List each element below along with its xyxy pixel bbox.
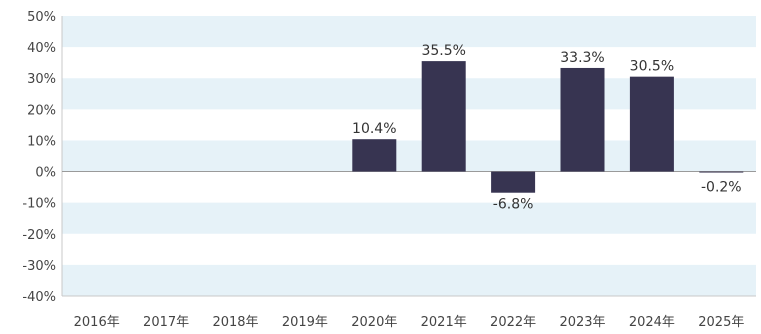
x-tick-label: 2021年: [421, 315, 467, 330]
bar: [352, 139, 397, 172]
x-tick-label: 2022年: [490, 315, 536, 330]
grid-band: [62, 202, 756, 234]
y-axis: 50% 40% 30% 20% 10% 0% -10% -20% -30% -40%: [22, 10, 56, 305]
x-tick-label: 2024年: [629, 315, 675, 330]
bar: [560, 67, 605, 172]
y-tick-label: 20%: [27, 103, 56, 118]
data-labels: 10.4% 35.5% -6.8% 33.3% 30.5% -0.2%: [352, 43, 742, 213]
bar: [491, 171, 536, 193]
x-tick-label: 2018年: [212, 315, 258, 330]
x-tick-label: 2020年: [351, 315, 397, 330]
x-tick-label: 2019年: [282, 315, 328, 330]
y-tick-label: -20%: [22, 228, 56, 243]
bar: [421, 61, 466, 172]
data-label: -6.8%: [493, 197, 534, 213]
y-tick-label: 10%: [27, 134, 56, 149]
x-tick-label: 2017年: [143, 315, 189, 330]
y-tick-label: 0%: [35, 166, 56, 181]
data-label: 33.3%: [560, 50, 604, 66]
data-label: 10.4%: [352, 121, 396, 137]
y-tick-label: 40%: [27, 41, 56, 56]
data-label: -0.2%: [701, 180, 742, 196]
y-tick-label: 50%: [27, 10, 56, 25]
grid-band: [62, 264, 756, 296]
y-tick-label: -10%: [22, 197, 56, 212]
y-tick-label: -30%: [22, 259, 56, 274]
x-tick-label: 2023年: [559, 315, 605, 330]
bars: [352, 61, 744, 193]
grid-band: [62, 16, 756, 48]
bar: [699, 171, 744, 173]
data-label: 35.5%: [421, 43, 465, 59]
y-tick-label: 30%: [27, 72, 56, 87]
x-axis: 2016年 2017年 2018年 2019年 2020年 2021年 2022年 2023年…: [74, 315, 745, 330]
x-tick-label: 2025年: [698, 315, 744, 330]
data-label: 30.5%: [630, 59, 674, 75]
x-tick-label: 2016年: [74, 315, 120, 330]
y-tick-label: -40%: [22, 290, 56, 305]
bar: [629, 76, 674, 172]
